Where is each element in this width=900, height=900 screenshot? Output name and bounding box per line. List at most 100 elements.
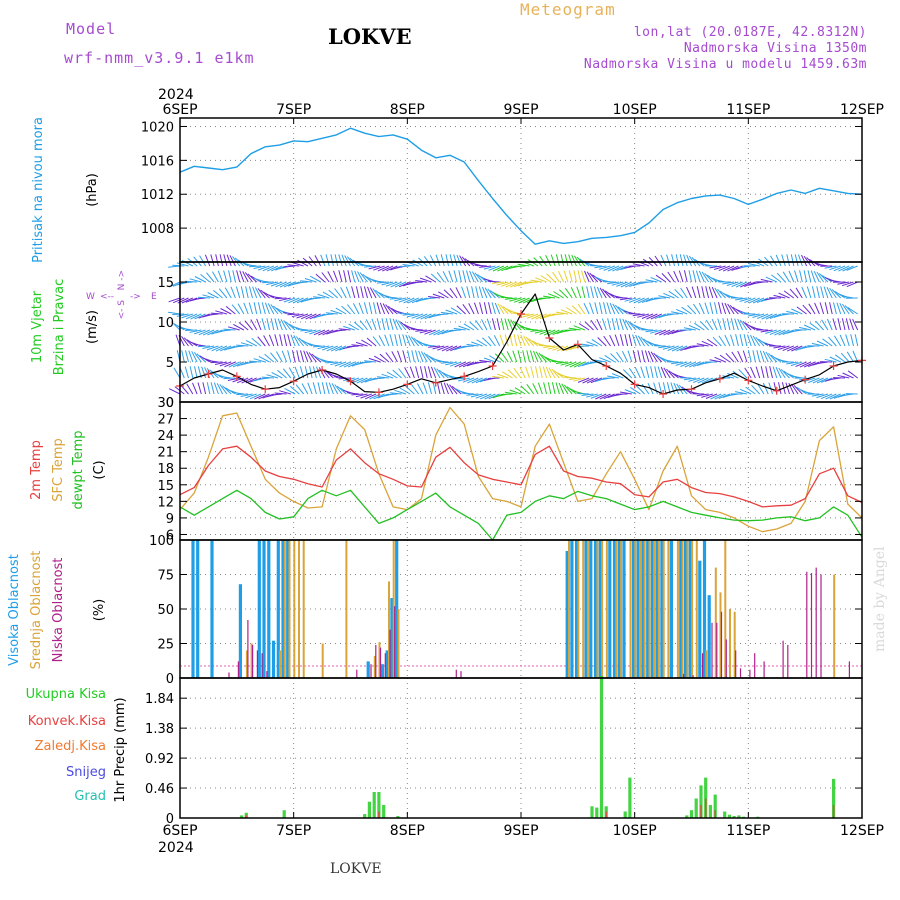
wind-vector	[761, 313, 773, 320]
wind-vector	[586, 393, 598, 398]
wind-vector	[321, 313, 334, 316]
lonlat-label: lon,lat (20.0187E, 42.8312N)	[633, 25, 867, 40]
wind-vector	[305, 313, 317, 320]
wind-vector	[518, 297, 530, 304]
wind-vector	[392, 369, 402, 379]
wind-vector	[372, 288, 381, 299]
wind-vector	[686, 286, 692, 299]
mid-cloud-bar	[283, 540, 286, 678]
wind-vector	[680, 287, 688, 299]
wind-vector	[752, 313, 765, 318]
total-precip-bar	[737, 815, 741, 818]
low-cloud-bar	[754, 653, 756, 678]
wind-vector	[218, 288, 228, 299]
low-cloud-bar	[266, 671, 268, 678]
x-label-top: 11SEP	[726, 102, 770, 118]
wind-vector	[778, 292, 790, 299]
wind-vector	[526, 350, 530, 363]
frame-layer	[179, 117, 863, 819]
wind-vector	[543, 345, 556, 348]
high-cloud-bar	[575, 540, 579, 678]
wind-vector	[482, 337, 492, 347]
wind-vector	[632, 334, 637, 347]
wind-vector	[840, 352, 850, 363]
wind-vector	[220, 308, 232, 315]
y-tick-label: 75	[157, 569, 174, 584]
wind-vector	[662, 345, 675, 350]
wind-vector	[731, 281, 743, 288]
wind-vector	[506, 351, 513, 363]
wind-vector	[215, 345, 228, 352]
wind-vector	[534, 329, 547, 334]
wind-vector	[338, 270, 343, 283]
wind-vector	[614, 304, 624, 315]
wind-vector	[760, 329, 773, 333]
wind-vector	[318, 329, 330, 336]
wind-vector	[168, 311, 181, 315]
wind-vector	[183, 337, 194, 347]
wind-vector	[386, 371, 398, 379]
wind-vector	[312, 382, 317, 395]
wind-vector	[803, 324, 816, 331]
wind-vector	[699, 320, 709, 331]
wind-vector	[250, 319, 258, 331]
wind-vector	[462, 377, 475, 383]
wind-vector	[197, 382, 202, 395]
wind-vector	[456, 254, 462, 267]
wind-vector	[263, 335, 270, 347]
wind-vector	[398, 297, 411, 303]
wind-vector	[219, 254, 224, 267]
wind-vector	[244, 361, 257, 364]
wind-vector	[475, 393, 488, 399]
wind-vector	[512, 320, 522, 331]
wind-vector	[256, 318, 262, 331]
wind-vector	[629, 297, 641, 303]
total-precip-bar	[727, 814, 731, 818]
conv-precip-bar	[832, 805, 835, 818]
wind-vector	[413, 337, 424, 347]
mid-cloud-bar	[681, 540, 684, 678]
wind-vector	[334, 288, 343, 299]
wind-vector	[343, 270, 347, 283]
wind-vector	[811, 393, 824, 397]
wind-vector	[658, 295, 671, 299]
high-cloud-bar	[622, 540, 626, 678]
wind-vector	[296, 313, 309, 319]
wind-vector	[335, 345, 347, 352]
wind-vector	[808, 377, 820, 384]
wind-vector	[488, 393, 500, 400]
wind-vector	[616, 265, 628, 272]
dewpt-temp-line	[179, 489, 863, 541]
wind-vector	[407, 297, 419, 304]
wind-vector	[654, 313, 667, 320]
wind-vector	[469, 321, 479, 331]
wind-vector	[373, 355, 385, 363]
total-precip-bar	[240, 815, 244, 818]
y-tick-label: 1008	[141, 222, 174, 237]
wind-vector	[785, 382, 790, 395]
wind-vector	[794, 270, 799, 283]
low-cloud-bar	[735, 650, 737, 678]
wind-vector	[692, 303, 701, 315]
mid-cloud-bar	[653, 540, 656, 678]
high-cloud-bar	[636, 540, 640, 678]
x-label-top: 7SEP	[276, 102, 311, 118]
wind-gust-marker	[659, 390, 668, 398]
wind-vector	[803, 361, 816, 368]
pressure-line	[179, 127, 863, 245]
wind-vector	[315, 273, 326, 283]
high-cloud-bar	[631, 540, 636, 678]
wind-vector	[782, 271, 790, 283]
wind-vector	[696, 343, 709, 347]
wind-vector	[277, 369, 287, 379]
wind-vector	[405, 334, 411, 347]
wind-vector	[829, 265, 841, 271]
wind-vector	[226, 254, 232, 267]
conv-precip-bar	[700, 805, 702, 818]
wind-vector	[698, 270, 705, 283]
wind-vector	[721, 302, 727, 315]
wind-vector	[630, 322, 641, 331]
high-cloud-bar	[669, 540, 673, 678]
wind-vector	[232, 256, 241, 267]
